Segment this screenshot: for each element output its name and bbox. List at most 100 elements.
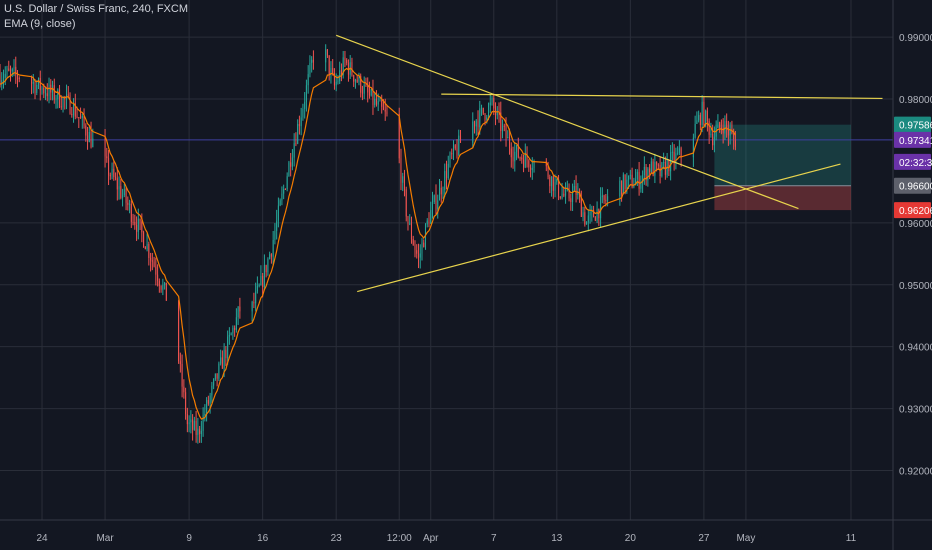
candle-body [717, 122, 719, 128]
candle-body [354, 79, 356, 82]
price-label-badge [894, 177, 931, 194]
candle-body [647, 168, 649, 181]
candle-body [375, 98, 377, 105]
candle-body [477, 120, 479, 128]
candle-body [48, 84, 50, 97]
candle-body [360, 75, 362, 93]
price-label-text: 0.97586 [899, 121, 932, 132]
price-tick-label: 0.98000 [899, 95, 932, 106]
trendlines [335, 34, 883, 293]
candle-body [619, 180, 621, 197]
time-axis-background [0, 520, 932, 550]
candle-body [297, 124, 299, 144]
candle-body [451, 153, 453, 155]
candle-body [67, 94, 69, 96]
candle-body [438, 187, 441, 201]
time-tick-label: 16 [257, 533, 269, 544]
candle-body [417, 253, 420, 258]
candle-body [90, 131, 92, 148]
candle-body [649, 168, 651, 173]
candle-body [129, 203, 131, 205]
candle-body [452, 145, 455, 154]
candle-body [85, 125, 87, 136]
candle-body [512, 157, 514, 162]
symbol-title[interactable]: U.S. Dollar / Swiss Franc, 240, FXCM [4, 3, 188, 15]
candle-body [631, 174, 633, 188]
candle-body [298, 124, 300, 127]
candle-body [370, 89, 372, 96]
candle-body [678, 148, 680, 153]
candle-body [720, 127, 722, 129]
candle-body [626, 179, 628, 190]
candle-body [640, 182, 642, 189]
candle-body [295, 143, 297, 145]
candle-body [80, 117, 82, 119]
time-tick-label: 11 [846, 533, 857, 544]
candle-body [2, 77, 5, 81]
candle-body [234, 327, 236, 330]
candle-body [558, 179, 560, 197]
candle-body [143, 232, 145, 247]
candle-body [214, 373, 216, 380]
candle-body [565, 189, 567, 196]
candle-body [575, 185, 577, 196]
candle-body [192, 419, 194, 430]
candle-body [190, 419, 192, 423]
candle-body [78, 117, 80, 119]
candle-body [272, 240, 274, 257]
candle-body [269, 254, 271, 259]
candle-body [155, 266, 157, 275]
candle-body [46, 93, 48, 97]
candle-body [410, 223, 413, 240]
candle-body [18, 77, 20, 79]
candle-body [677, 152, 679, 154]
candle-body [132, 221, 134, 223]
candle-body [263, 265, 265, 287]
candle-body [230, 333, 232, 335]
candle-body [622, 174, 624, 195]
candle-body [384, 109, 386, 112]
candle-body [181, 364, 183, 387]
candle-body [699, 115, 701, 126]
candle-body [115, 177, 117, 179]
candle-body [589, 211, 591, 216]
candle-body [603, 195, 605, 200]
candle-body [6, 68, 8, 74]
candle-body [559, 196, 561, 198]
candle-body [533, 161, 535, 168]
indicator-label[interactable]: EMA (9, close) [4, 18, 76, 30]
candle-body [255, 291, 257, 304]
ema-series-line [0, 67, 736, 420]
candle-body [87, 135, 89, 142]
candle-body [440, 187, 442, 195]
candle-body [265, 265, 267, 273]
time-tick-label: May [736, 533, 755, 544]
candle-body [521, 157, 523, 160]
candle-body [593, 210, 595, 218]
candle-body [365, 85, 367, 87]
candle-body [200, 430, 202, 434]
candle-body [398, 114, 400, 159]
candle-body [727, 128, 729, 136]
price-tick-label: 0.95000 [899, 281, 932, 292]
candle-body [153, 261, 155, 267]
price-axis-background [893, 0, 932, 550]
candle-body [330, 68, 332, 75]
candle-body [312, 59, 314, 63]
candle-body [139, 218, 141, 222]
candle-body [379, 100, 381, 102]
candle-body [55, 99, 57, 101]
candle-body [286, 176, 288, 190]
candle-body [516, 145, 518, 152]
candle-body [382, 106, 384, 110]
candle-body [232, 327, 234, 334]
candle-body [528, 160, 530, 168]
candle-body [4, 73, 6, 78]
candle-body [130, 203, 132, 222]
candle-body [311, 59, 313, 63]
candle-body [487, 105, 490, 118]
candle-body [335, 81, 337, 86]
candle-body [274, 230, 276, 240]
